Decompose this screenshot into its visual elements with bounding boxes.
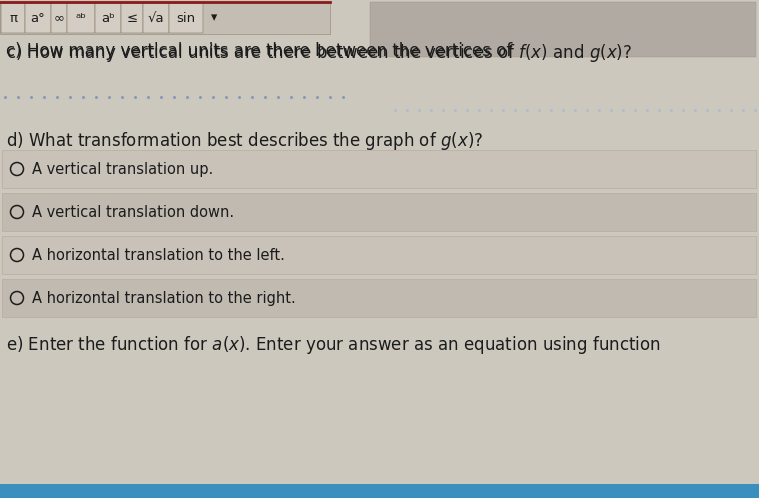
Text: a°: a° [30, 11, 46, 24]
FancyBboxPatch shape [121, 3, 143, 33]
Text: ▾: ▾ [211, 11, 217, 24]
FancyBboxPatch shape [2, 150, 756, 188]
Text: ᵃᵇ: ᵃᵇ [75, 11, 87, 24]
Text: d) What transformation best describes the graph of $g(x)$?: d) What transformation best describes th… [6, 130, 483, 152]
FancyBboxPatch shape [25, 3, 51, 33]
FancyBboxPatch shape [370, 2, 756, 57]
Text: π: π [9, 11, 17, 24]
FancyBboxPatch shape [0, 2, 330, 34]
Text: c) How many vertical units are there between the vertices of $f(x)$ and $g(x)$?: c) How many vertical units are there bet… [6, 42, 632, 64]
FancyBboxPatch shape [67, 3, 95, 33]
Text: A vertical translation down.: A vertical translation down. [32, 205, 234, 220]
Text: ∞: ∞ [53, 11, 65, 24]
FancyBboxPatch shape [0, 484, 759, 498]
Text: aᵇ: aᵇ [101, 11, 115, 24]
Text: e) Enter the function for $a(x)$. Enter your answer as an equation using functio: e) Enter the function for $a(x)$. Enter … [6, 334, 661, 356]
FancyBboxPatch shape [1, 3, 25, 33]
FancyBboxPatch shape [51, 3, 67, 33]
Text: A vertical translation up.: A vertical translation up. [32, 161, 213, 176]
Text: A horizontal translation to the left.: A horizontal translation to the left. [32, 248, 285, 262]
FancyBboxPatch shape [169, 3, 203, 33]
FancyBboxPatch shape [2, 236, 756, 274]
Text: c) How many vertical units are there between the vertices of: c) How many vertical units are there bet… [6, 42, 518, 60]
Text: ≤: ≤ [127, 11, 137, 24]
FancyBboxPatch shape [95, 3, 121, 33]
FancyBboxPatch shape [143, 3, 169, 33]
FancyBboxPatch shape [2, 193, 756, 231]
Text: √a: √a [148, 11, 164, 24]
Text: A horizontal translation to the right.: A horizontal translation to the right. [32, 290, 296, 305]
Text: sin: sin [176, 11, 196, 24]
FancyBboxPatch shape [2, 279, 756, 317]
